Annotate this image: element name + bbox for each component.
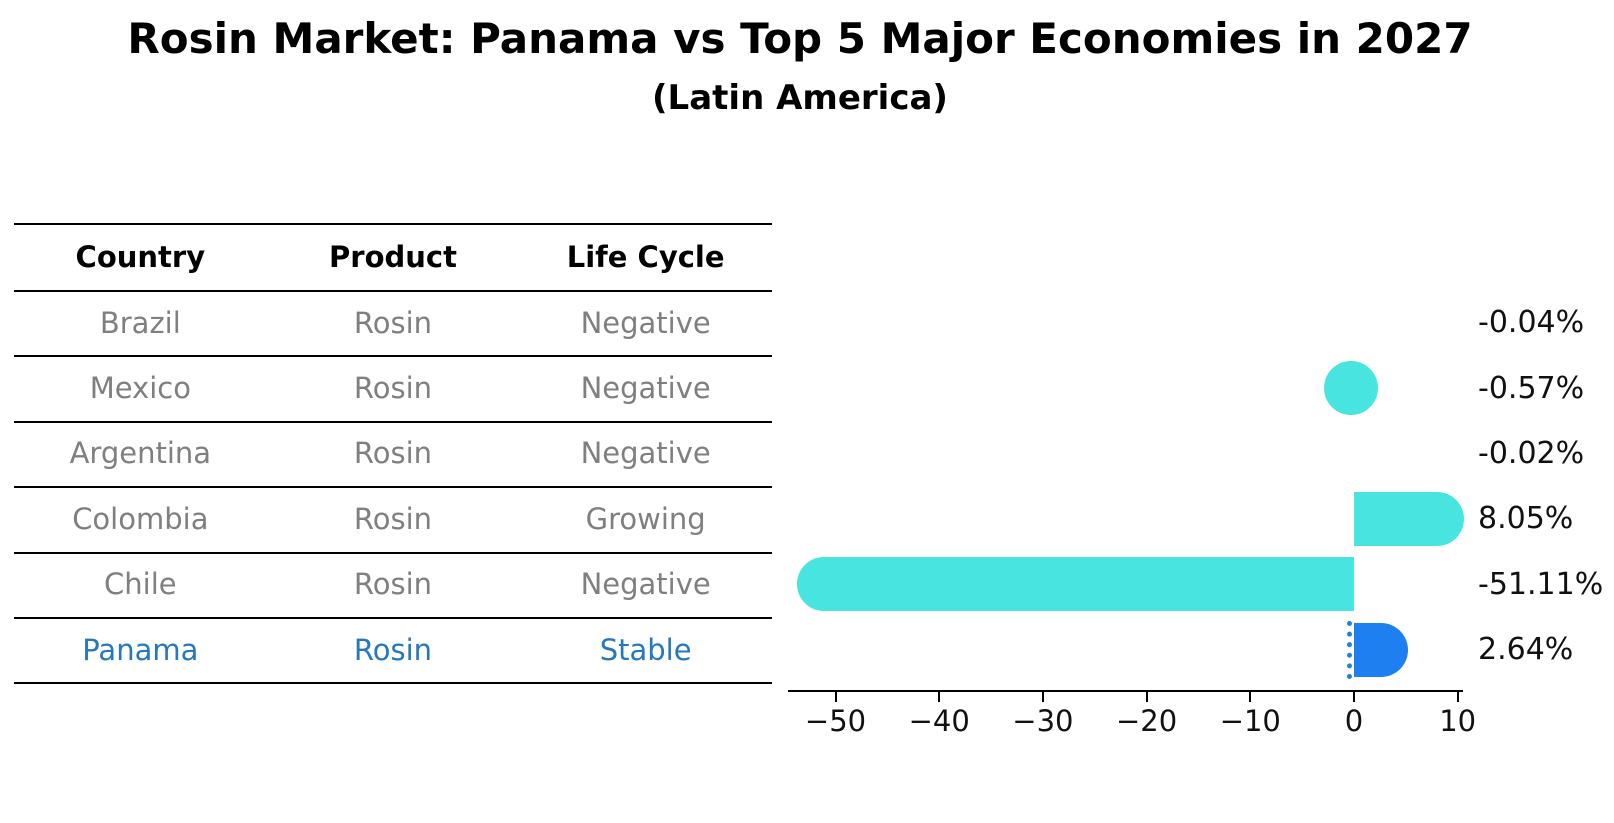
x-tick xyxy=(1353,692,1355,702)
x-tick-label: −10 xyxy=(1219,704,1281,738)
cell-product: Rosin xyxy=(353,501,433,536)
table-rule xyxy=(14,551,772,554)
cell-product: Rosin xyxy=(353,436,433,471)
bar-chile xyxy=(796,557,1354,612)
x-tick-label: 0 xyxy=(1344,704,1364,738)
cell-life-cycle: Growing xyxy=(585,501,706,536)
value-label: 8.05% xyxy=(1478,501,1574,537)
value-label: 2.64% xyxy=(1478,632,1574,668)
cell-life-cycle: Stable xyxy=(599,632,692,667)
chart-title: Rosin Market: Panama vs Top 5 Major Econ… xyxy=(127,14,1473,63)
value-label: -0.57% xyxy=(1478,370,1585,406)
cell-life-cycle: Negative xyxy=(580,436,711,471)
x-tick xyxy=(1041,692,1044,702)
cell-life-cycle: Negative xyxy=(580,305,711,340)
cell-country: Panama xyxy=(82,632,199,667)
cell-product: Rosin xyxy=(353,305,433,340)
column-header: Life Cycle xyxy=(566,239,725,274)
value-label: -51.11% xyxy=(1478,566,1604,602)
cell-product: Rosin xyxy=(353,567,433,602)
value-label: -0.04% xyxy=(1478,305,1585,341)
x-tick xyxy=(834,692,837,702)
cell-life-cycle: Negative xyxy=(580,371,711,406)
x-tick-label: 10 xyxy=(1439,704,1477,738)
value-label: -0.02% xyxy=(1478,436,1585,471)
cell-product: Rosin xyxy=(353,632,433,667)
x-tick-label: −30 xyxy=(1012,704,1074,738)
cell-country: Chile xyxy=(104,567,177,602)
x-tick xyxy=(1145,692,1148,702)
x-tick xyxy=(1456,692,1459,702)
cell-product: Rosin xyxy=(353,371,433,406)
table-rule xyxy=(14,355,772,358)
column-header: Product xyxy=(329,239,457,274)
x-axis-line xyxy=(788,690,1463,692)
x-tick-label: −40 xyxy=(908,704,970,738)
table-rule xyxy=(14,486,772,489)
chart-subtitle: (Latin America) xyxy=(652,78,948,118)
bar-mexico xyxy=(1324,361,1379,416)
column-header: Country xyxy=(75,239,206,274)
table-rule xyxy=(14,617,772,619)
cell-country: Argentina xyxy=(69,436,212,471)
cell-country: Colombia xyxy=(72,501,209,536)
cell-country: Mexico xyxy=(89,371,191,406)
dotted-edge xyxy=(1347,620,1352,679)
table-rule xyxy=(14,290,772,292)
cell-country: Brazil xyxy=(99,305,181,340)
x-tick xyxy=(938,692,941,702)
bar-colombia xyxy=(1354,491,1465,546)
cell-life-cycle: Negative xyxy=(580,567,711,602)
table-rule xyxy=(14,223,772,225)
x-tick-label: −20 xyxy=(1115,704,1178,738)
x-tick-label: −50 xyxy=(804,704,867,738)
table-rule xyxy=(14,682,772,685)
table-rule xyxy=(14,420,772,423)
x-tick xyxy=(1249,692,1252,702)
bar-panama xyxy=(1347,620,1409,679)
